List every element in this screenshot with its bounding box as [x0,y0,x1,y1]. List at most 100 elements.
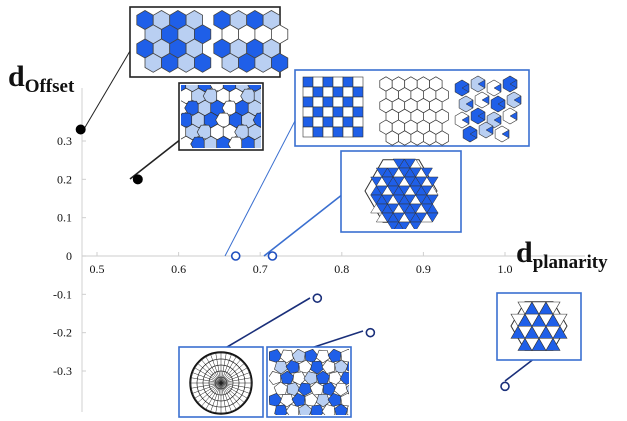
pentagon-cell [303,371,318,386]
data-point-circular-mesh [312,293,323,303]
leader-line [224,118,297,257]
mesh-spoke [197,362,222,384]
prism-facet [481,95,490,105]
checker-cell [332,126,344,138]
mesh-spoke [220,382,237,410]
y-tick-label: 0.1 [57,211,72,225]
mesh-spoke [205,382,222,410]
pentagon-cell [274,360,289,375]
mesh-spoke [220,362,245,384]
mesh-spoke [197,382,222,404]
y-tick-label: -0.1 [53,287,72,301]
tile-cell [253,135,261,148]
x-tick-label: 0.6 [171,262,186,276]
checker-cell [342,106,354,118]
leader-line [263,193,344,257]
pentagon-cell [346,361,349,372]
mesh-spoke [220,352,227,384]
mesh-spoke [190,377,222,384]
x-tick-label: 1.0 [498,262,513,276]
mesh-spoke [200,382,222,407]
pentagon-cell [340,392,349,407]
prism-facet [477,79,486,89]
pentagon-cell [316,393,331,408]
prism-facet [497,99,506,109]
hex-cell [423,130,437,146]
inset-square-hex-prism-trio [294,69,530,147]
data-point-pentagon-tiling [132,174,143,185]
hex-pattern-offset [136,10,212,73]
tile-cell [253,87,261,105]
triangle-cell [426,176,439,187]
checker-cell [342,126,354,138]
hex-cell [270,52,289,73]
prism-facet [465,99,474,109]
prism-facet [501,129,510,139]
mesh-spoke [220,382,248,399]
x-tick-label: 0.7 [253,262,268,276]
prism-facet [461,115,470,125]
checkerboard-pattern [302,76,364,138]
checker-cell [312,126,324,138]
mesh-spoke [215,382,222,414]
checker-cell [352,116,364,128]
pentagon-cell [339,371,349,386]
tick-layer: 0.5 0.6 0.7 0.8 0.9 1.0 0.3 0.2 0.1 0 -0.1 -0.2 -0.3 [53,134,513,378]
mesh-rim [189,351,253,415]
checker-cell [302,86,314,98]
x-tick-label: 0.8 [334,262,349,276]
triangle-hex-pattern [364,158,439,229]
pentagon-cell [297,382,312,397]
mesh-spoke [191,382,222,394]
checker-cell [302,76,314,88]
checker-cell [302,126,314,138]
tile-cell [190,136,207,148]
mesh-spoke [220,356,237,384]
data-point-pentagon-cluster [365,327,376,338]
prism-facet [477,111,486,121]
data-point-hex-offset-pair [75,124,86,135]
mesh-spoke [220,382,245,404]
inset-hex-offset-pair [129,6,289,78]
triangle-cell [545,337,561,351]
checker-cell [302,96,314,108]
checker-cell [332,76,344,88]
mesh-spoke [220,382,242,407]
checker-cell [322,106,334,118]
mesh-spoke [190,382,222,389]
checker-cell [322,116,334,128]
mesh-spoke [205,356,222,384]
checker-cell [342,76,354,88]
checker-cell [332,86,344,98]
y-tick-label: 0.3 [57,134,72,148]
checker-cell [342,86,354,98]
y-tick-label: 0.2 [57,172,72,186]
prism-facet [485,125,494,135]
checker-cell [312,86,324,98]
prism-facet [513,95,522,105]
hex-cell [193,52,212,73]
triangle-cell [426,194,439,205]
mesh-spoke [220,367,248,384]
mesh-spoke [194,367,222,384]
prism-hex-pattern [454,75,522,143]
mesh-spoke [194,382,222,399]
prism-facet [509,111,518,121]
pentagon-cell [310,360,325,375]
hex-cell [410,130,424,146]
triangle-cell [426,212,439,223]
checker-cell [332,106,344,118]
mesh-spoke [210,382,222,413]
hex-cell [398,130,412,146]
leader-line [129,138,182,180]
mesh-spoke [191,372,222,384]
pentagon-cell [269,371,282,386]
x-tick-label: 0.9 [416,262,431,276]
mesh-spoke [220,382,251,394]
pentagon-cell [346,405,349,415]
points-layer [75,124,510,392]
prism-facet [469,129,478,139]
inset-pentagon-cluster [266,346,352,418]
triangle-cell [552,313,568,327]
white-hex-pattern [379,76,449,146]
